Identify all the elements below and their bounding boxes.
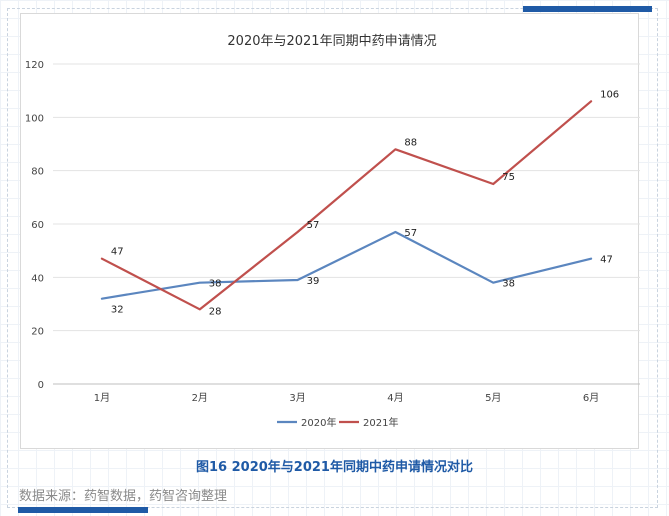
data-label: 88 [404, 137, 417, 148]
data-label: 57 [307, 220, 320, 231]
y-tick-label: 0 [38, 380, 44, 391]
y-tick-label: 100 [25, 113, 44, 124]
x-tick-label: 5月 [485, 392, 501, 404]
data-label: 38 [502, 279, 515, 290]
x-tick-label: 3月 [289, 392, 305, 404]
legend-label: 2020年 [301, 416, 336, 429]
data-source: 数据来源：药智数据，药智咨询整理 [19, 489, 228, 504]
series-line-1 [100, 230, 593, 300]
y-tick-label: 60 [31, 220, 44, 231]
data-label: 106 [600, 89, 619, 100]
legend-label: 2021年 [363, 416, 398, 429]
y-tick-label: 40 [31, 273, 44, 284]
data-label: 39 [307, 276, 320, 287]
y-tick-label: 120 [25, 60, 44, 71]
y-tick-label: 20 [31, 327, 44, 338]
accent-bar-top [523, 6, 652, 12]
chart-title: 2020年与2021年同期中药申请情况 [227, 34, 436, 49]
x-tick-label: 1月 [94, 392, 110, 404]
data-label: 38 [209, 279, 222, 290]
series-line-2 [100, 100, 593, 311]
dashed-frame [7, 8, 658, 508]
accent-bar-bottom [18, 507, 148, 513]
data-label: 47 [600, 255, 613, 266]
x-tick-label: 4月 [387, 392, 403, 404]
y-tick-label: 80 [31, 167, 44, 178]
data-label: 28 [209, 306, 222, 317]
figure-caption: 图16 2020年与2021年同期中药申请情况对比 [196, 460, 473, 475]
data-label: 32 [111, 305, 124, 316]
x-tick-label: 2月 [192, 392, 208, 404]
data-label: 47 [111, 247, 124, 258]
chart-panel [20, 13, 639, 449]
data-label: 57 [404, 228, 417, 239]
x-tick-label: 6月 [583, 392, 599, 404]
data-label: 75 [502, 172, 515, 183]
